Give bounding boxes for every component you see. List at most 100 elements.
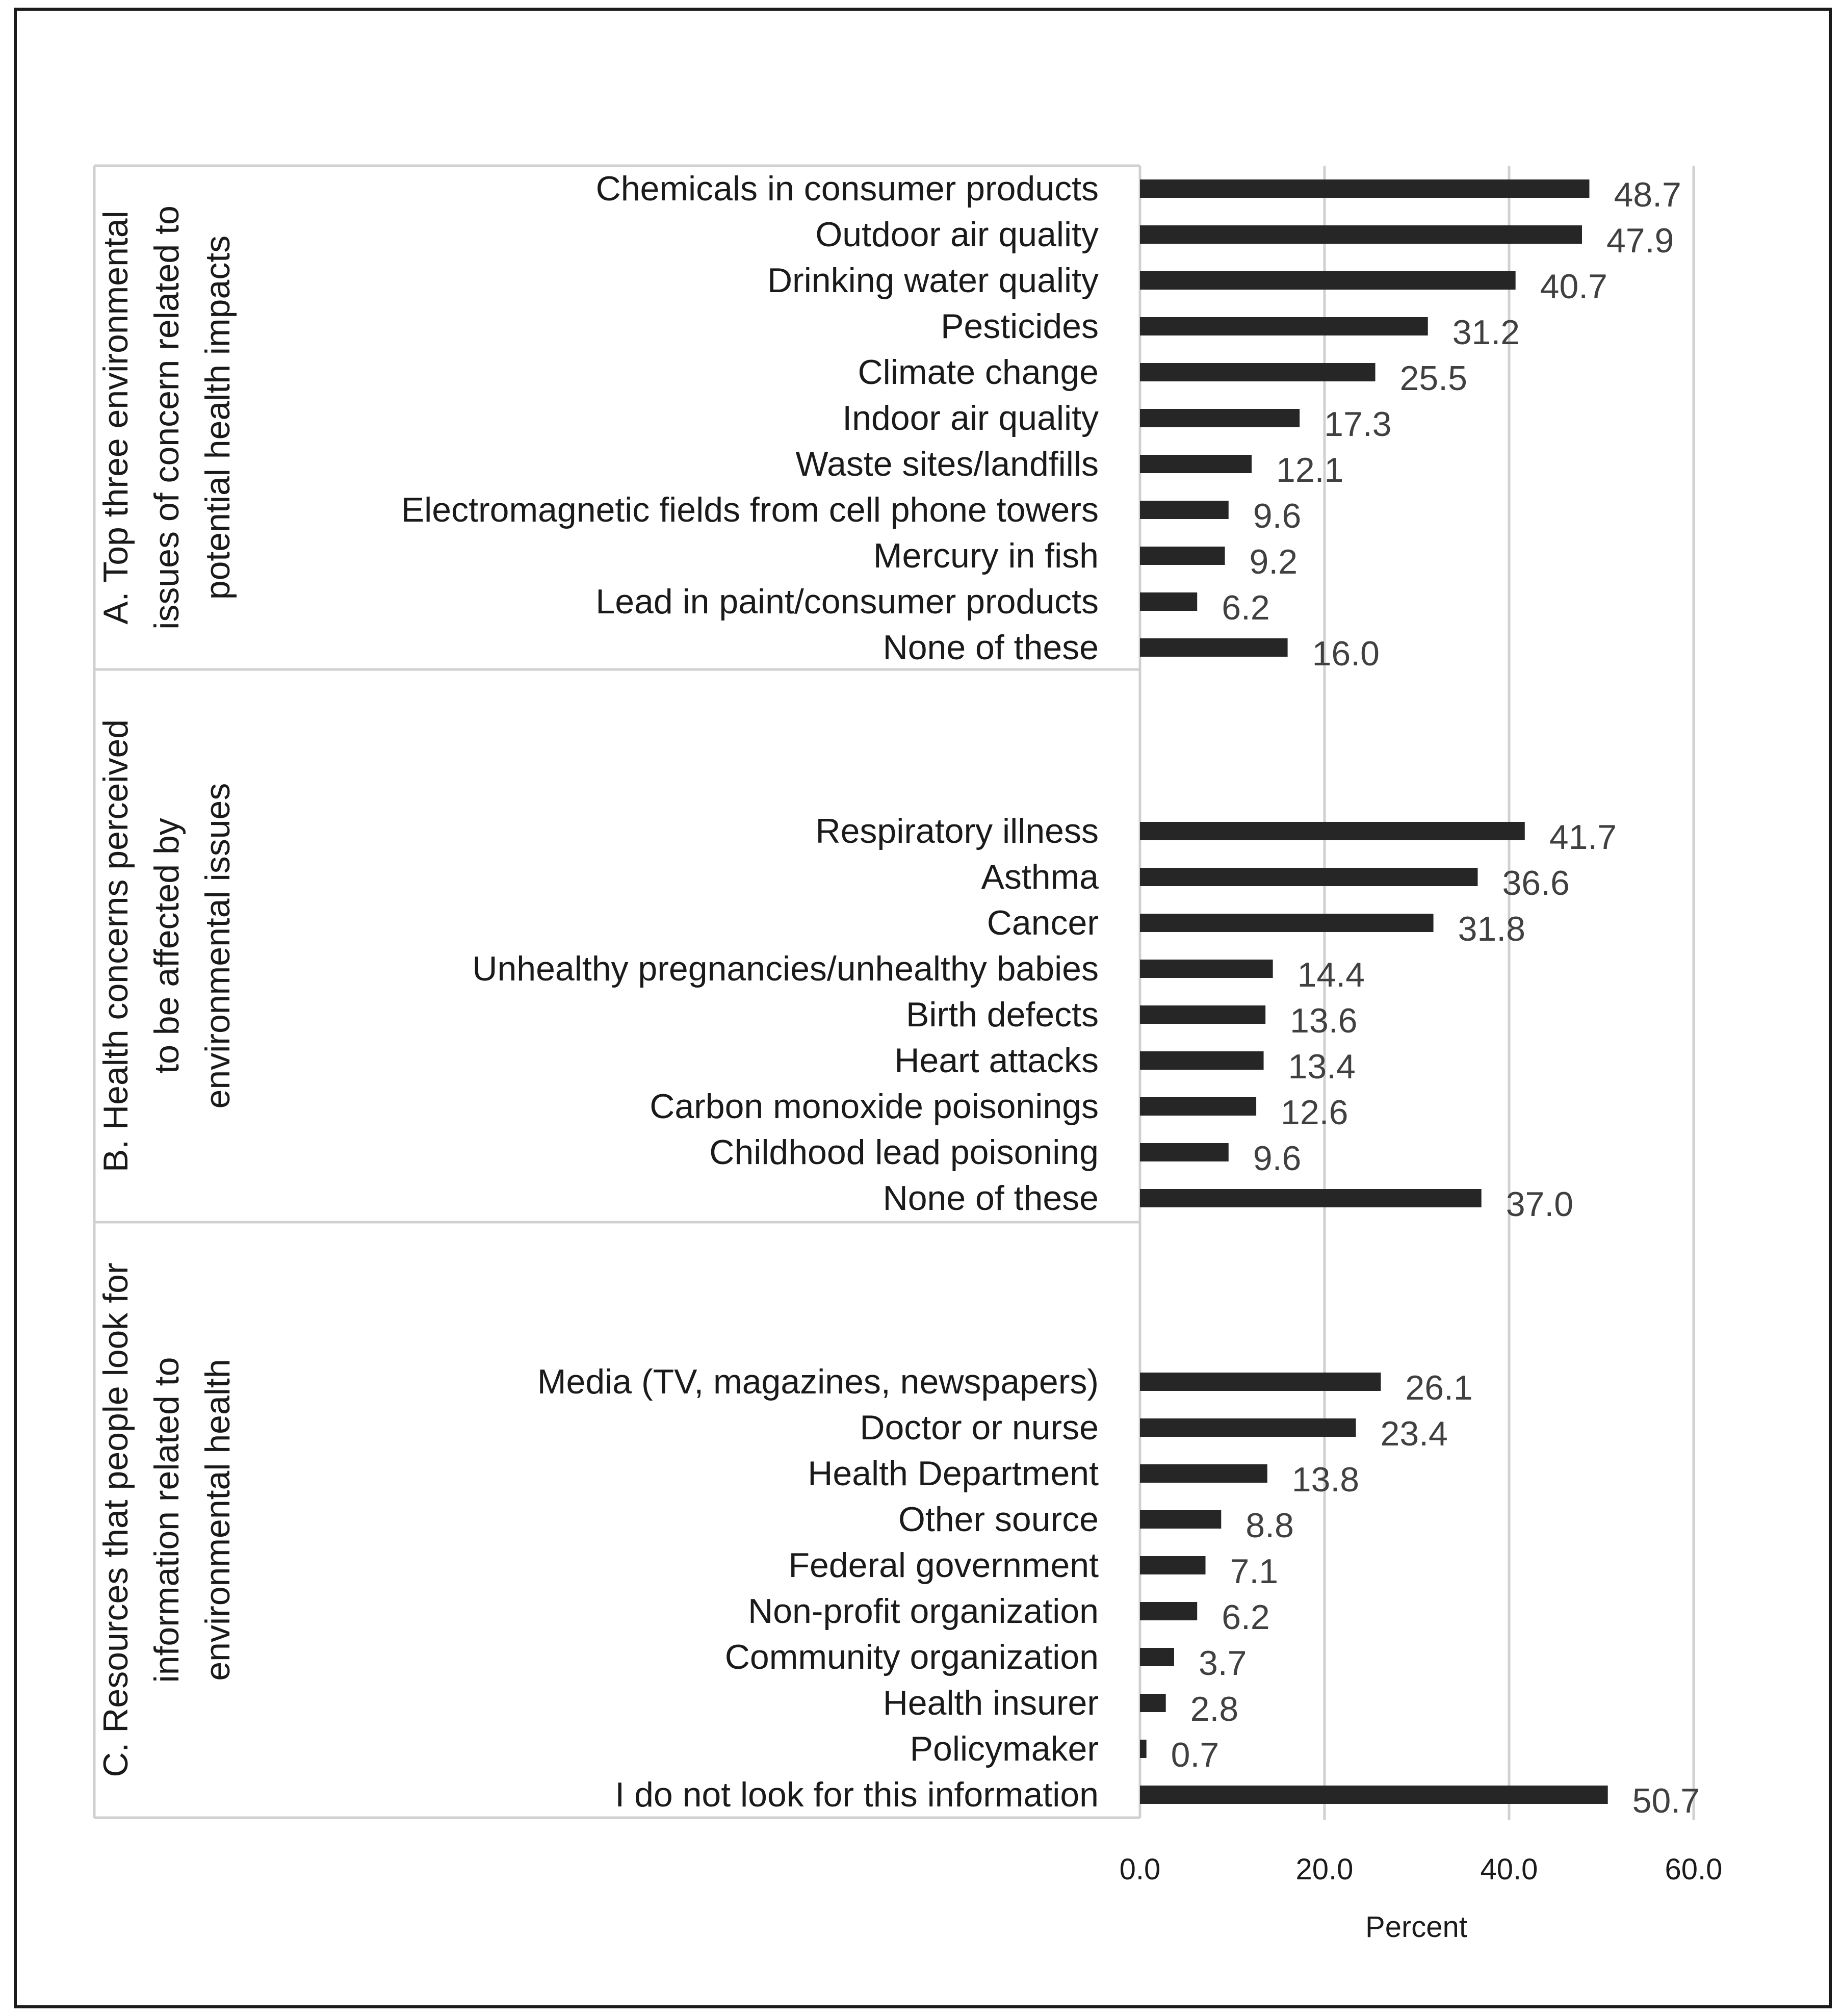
bar: [1140, 1648, 1174, 1666]
x-axis-title: Percent: [1365, 1910, 1467, 1944]
bar: [1140, 409, 1300, 427]
group-label-line: issues of concern related to: [147, 205, 186, 630]
data-label: 9.6: [1253, 497, 1302, 535]
bar: [1140, 1005, 1266, 1024]
bar: [1140, 592, 1198, 611]
bar: [1140, 1694, 1166, 1712]
group-label-line: B. Health concerns perceived: [96, 719, 135, 1172]
data-label: 2.8: [1190, 1690, 1239, 1728]
data-label: 31.2: [1452, 313, 1520, 352]
category-label: Mercury in fish: [873, 536, 1099, 575]
data-label: 17.3: [1324, 405, 1391, 444]
bar: [1140, 317, 1428, 335]
category-label: Health insurer: [883, 1684, 1099, 1722]
group-label-line: environmental issues: [198, 783, 237, 1109]
category-label: Community organization: [725, 1638, 1099, 1676]
bar: [1140, 1373, 1381, 1391]
bar: [1140, 455, 1252, 473]
data-label: 3.7: [1199, 1644, 1247, 1683]
data-label: 9.6: [1253, 1139, 1302, 1178]
data-label: 37.0: [1506, 1185, 1573, 1224]
data-label: 31.8: [1458, 910, 1525, 948]
bar: [1140, 822, 1525, 840]
category-label: Media (TV, magazines, newspapers): [537, 1362, 1099, 1401]
bar: [1140, 868, 1478, 886]
chart-frame: [14, 8, 1832, 2008]
x-tick-label: 40.0: [1481, 1853, 1538, 1886]
category-label: Carbon monoxide poisonings: [650, 1087, 1099, 1126]
data-label: 48.7: [1614, 175, 1681, 214]
bar: [1140, 501, 1229, 519]
data-label: 12.6: [1281, 1093, 1348, 1132]
category-label: Cancer: [987, 903, 1099, 942]
category-label: Climate change: [858, 353, 1099, 392]
data-label: 13.8: [1292, 1460, 1359, 1499]
data-label: 23.4: [1381, 1414, 1448, 1453]
category-label: I do not look for this information: [615, 1775, 1099, 1814]
group-label-line: to be affected by: [147, 818, 186, 1074]
category-label: Chemicals in consumer products: [596, 169, 1099, 208]
data-label: 14.4: [1298, 955, 1365, 994]
category-label: Asthma: [981, 858, 1099, 896]
group-label-line: A. Top three environmental: [96, 211, 135, 624]
bar: [1140, 1051, 1264, 1070]
bar: [1140, 1740, 1147, 1758]
grid-layer: [1138, 166, 1695, 1820]
category-label: Doctor or nurse: [860, 1408, 1099, 1447]
bar: [1140, 1143, 1229, 1161]
category-label: Outdoor air quality: [815, 215, 1099, 254]
x-tick-label: 60.0: [1665, 1853, 1723, 1886]
data-label: 50.7: [1632, 1781, 1700, 1820]
category-label: Health Department: [808, 1454, 1099, 1493]
category-label: Electromagnetic fields from cell phone t…: [401, 490, 1099, 529]
data-label: 8.8: [1246, 1506, 1294, 1545]
category-label: Unhealthy pregnancies/unhealthy babies: [472, 949, 1099, 988]
data-label: 40.7: [1540, 267, 1607, 306]
data-label: 0.7: [1171, 1736, 1220, 1774]
data-label: 6.2: [1222, 588, 1270, 627]
category-label: Other source: [898, 1500, 1099, 1539]
labels: 0.0 20.0 40.0 60.0 A. Top three environmenta…: [96, 169, 1722, 1886]
bar: [1140, 1510, 1222, 1529]
category-label: None of these: [883, 1179, 1099, 1218]
data-label: 13.4: [1288, 1047, 1356, 1086]
bar: [1140, 638, 1288, 657]
group-label-line: C. Resources that people look for: [96, 1262, 135, 1777]
bar: [1140, 1556, 1206, 1574]
bar: [1140, 960, 1273, 978]
bar: [1140, 363, 1376, 381]
data-label: 6.2: [1222, 1598, 1270, 1637]
bar: [1140, 1189, 1482, 1207]
data-label: 36.6: [1502, 864, 1569, 902]
category-label: Drinking water quality: [767, 261, 1099, 300]
data-label: 25.5: [1400, 359, 1467, 398]
category-label: Lead in paint/consumer products: [595, 582, 1099, 621]
group-label-line: information related to: [147, 1357, 186, 1683]
x-tick-label: 20.0: [1296, 1853, 1354, 1886]
category-label: Waste sites/landfills: [795, 445, 1099, 483]
bar: [1140, 547, 1225, 565]
group-label-line: environmental health: [198, 1359, 237, 1681]
data-label: 47.9: [1606, 221, 1674, 260]
bar: [1140, 225, 1582, 244]
category-label: Non-profit organization: [748, 1592, 1099, 1631]
data-label: 12.1: [1276, 451, 1343, 489]
category-label: Respiratory illness: [815, 812, 1099, 850]
bar: [1140, 1464, 1267, 1483]
bar: [1140, 179, 1590, 198]
category-label: Heart attacks: [894, 1041, 1099, 1080]
category-label: Federal government: [788, 1546, 1099, 1585]
data-label: 41.7: [1549, 818, 1617, 857]
data-label: 7.1: [1230, 1552, 1279, 1591]
bar: [1140, 914, 1434, 932]
bar: [1140, 271, 1516, 290]
group-separators: [93, 164, 1140, 1819]
data-label: 9.2: [1250, 542, 1298, 581]
x-tick-label: 0.0: [1120, 1853, 1161, 1886]
bars: [1140, 179, 1608, 1804]
group-label-line: potential health impacts: [198, 236, 237, 600]
category-label: Policymaker: [910, 1729, 1099, 1768]
category-label: Indoor air quality: [842, 399, 1099, 437]
category-label: Birth defects: [906, 995, 1099, 1034]
